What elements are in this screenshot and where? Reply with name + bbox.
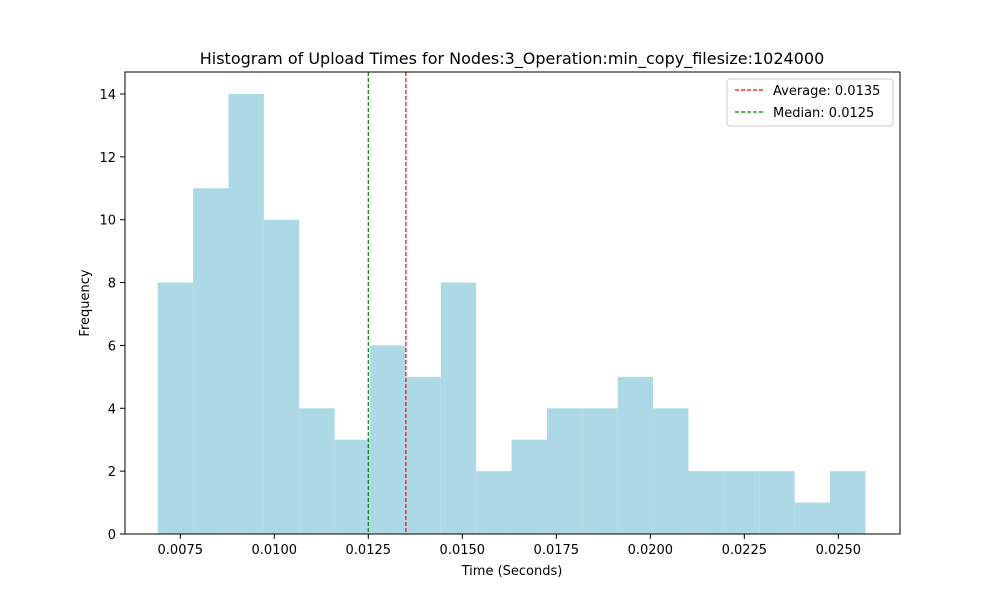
histogram-bar [546, 408, 583, 534]
x-tick-label: 0.0250 [816, 543, 862, 558]
y-tick-label: 10 [99, 214, 116, 229]
histogram-bars [157, 94, 866, 535]
histogram-bar [228, 94, 264, 534]
histogram-bar [157, 282, 194, 534]
x-axis-ticks: 0.0075 0.0100 0.0125 0.0150 0.0175 0.0200 0.02… [158, 534, 862, 558]
histogram-bar [582, 408, 618, 534]
y-tick-label: 6 [108, 339, 116, 354]
x-tick-label: 0.0125 [346, 543, 392, 558]
y-tick-label: 14 [99, 88, 116, 103]
histogram-bar [476, 471, 512, 534]
y-tick-label: 4 [108, 402, 116, 417]
legend-average-label: Average: 0.0135 [773, 84, 880, 99]
x-tick-label: 0.0200 [628, 543, 674, 558]
plot-frame [124, 71, 901, 535]
legend: Average: 0.0135 Median: 0.0125 [726, 78, 894, 127]
x-tick-label: 0.0175 [534, 543, 580, 558]
reference-lines [367, 72, 407, 534]
histogram-bar [334, 439, 371, 534]
histogram-bar [370, 345, 406, 534]
y-tick-label: 0 [108, 528, 116, 543]
histogram-bar [405, 376, 441, 534]
histogram-bar [723, 471, 760, 534]
legend-box [726, 78, 894, 127]
chart-title: Histogram of Upload Times for Nodes:3_Op… [200, 49, 825, 69]
histogram-bar [830, 471, 866, 534]
y-tick-label: 8 [108, 277, 116, 292]
histogram-bar [617, 376, 654, 534]
y-axis-ticks: 0 2 4 6 8 10 12 14 [99, 88, 125, 543]
x-tick-label: 0.0075 [158, 543, 204, 558]
y-tick-label: 12 [99, 151, 116, 166]
histogram-bar [263, 219, 300, 534]
histogram-bar [193, 188, 229, 535]
x-tick-label: 0.0225 [722, 543, 768, 558]
histogram-bar [299, 408, 335, 534]
x-axis-label: Time (Seconds) [461, 564, 563, 579]
histogram-bar [440, 282, 477, 534]
histogram-bar [688, 471, 724, 534]
x-tick-label: 0.0150 [440, 543, 486, 558]
histogram-bar [511, 439, 547, 534]
histogram-bar [794, 502, 831, 534]
y-axis-label: Frequency [78, 269, 93, 336]
x-tick-label: 0.0100 [252, 543, 298, 558]
legend-median-label: Median: 0.0125 [773, 106, 874, 121]
histogram-bar [759, 471, 795, 534]
y-tick-label: 2 [108, 465, 116, 480]
histogram-bar [653, 408, 689, 534]
